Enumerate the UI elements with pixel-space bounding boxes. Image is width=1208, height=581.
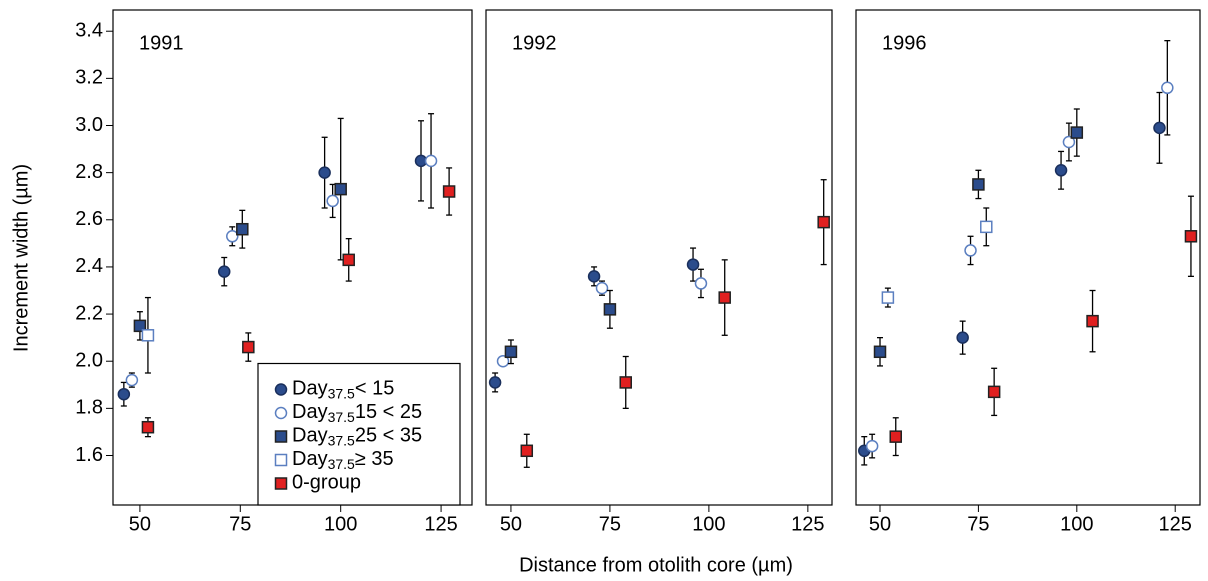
data-point [334,182,347,196]
data-point [504,345,518,359]
legend-text-part: 37.5 [328,432,355,448]
data-point [873,345,887,359]
data-point [603,303,617,316]
legend-text-part: Day [292,378,328,400]
legend-text-part: 15 < 25 [355,401,422,423]
data-point [718,291,731,304]
legend-text-part: 25 < 35 [355,425,422,447]
data-point [117,387,131,401]
x-tick-label: 50 [500,513,522,535]
data-point [217,265,231,278]
legend-marker [274,430,288,443]
legend-text-part: Day [292,401,328,423]
data-point [595,281,609,295]
legend-label: Day37.515 < 25 [292,401,422,424]
data-point [496,354,510,368]
data-point [889,430,903,443]
data-point [1153,121,1166,135]
x-tick-label: 100 [692,513,725,535]
y-tick-label: 1.6 [75,444,103,466]
x-axis-label: Distance from otolith core (µm) [519,554,793,576]
y-axis-label: Increment width (µm) [10,164,32,352]
legend-text-part: Day [292,448,328,470]
data-point [817,215,830,229]
data-point [424,154,438,168]
x-tick-label: 50 [869,513,891,535]
legend-marker [274,477,288,490]
y-tick-label: 2.8 [75,161,103,183]
y-tick-label: 2.4 [75,255,103,277]
x-tick-label: 50 [129,513,151,535]
data-point [342,253,355,267]
x-tick-label: 75 [967,513,989,535]
x-tick-label: 100 [1060,513,1093,535]
data-point [226,230,239,243]
data-point [236,222,249,236]
data-point [125,373,139,387]
x-tick-label: 125 [791,513,824,535]
data-point [442,185,456,198]
data-point [987,385,1001,399]
data-point [686,258,700,271]
x-tick-label: 75 [599,513,621,535]
y-tick-label: 3.4 [75,19,103,41]
data-point [865,439,879,453]
data-point [964,244,977,257]
panel-title: 1991 [139,32,184,54]
y-tick-label: 2.0 [75,349,103,371]
data-point [587,270,601,283]
legend-text-part: 0-group [292,472,361,494]
x-tick-label: 100 [324,513,357,535]
legend-text-part: 37.5 [328,409,355,425]
data-point [318,166,331,179]
panel-title: 1996 [882,32,927,54]
data-point [488,376,502,389]
x-tick-label: 75 [229,513,251,535]
y-tick-label: 2.2 [75,302,103,324]
data-point [1184,230,1198,243]
data-point [141,329,155,342]
y-tick-label: 3.0 [75,114,103,136]
data-point [881,291,895,304]
data-point [520,444,534,458]
data-point [619,376,632,389]
data-point [242,340,255,354]
legend-label: Day37.5< 15 [292,378,394,401]
legend-label: 0-group [292,472,361,494]
legend-label: Day37.525 < 35 [292,425,422,448]
data-point [141,420,155,434]
x-tick-label: 125 [424,513,457,535]
data-point [1054,164,1068,177]
data-point [326,194,339,208]
legend-text-part: 37.5 [328,456,355,472]
legend-marker [274,383,288,396]
data-point [1062,135,1076,149]
x-tick-label: 125 [1159,513,1192,535]
panel-title: 1992 [512,32,557,54]
data-point [980,220,993,234]
plot-frame [855,9,1201,506]
legend-label: Day37.5≥ 35 [292,448,394,471]
legend-text-part: Day [292,425,328,447]
legend-marker [274,406,288,420]
plot-frame [485,9,833,506]
y-tick-label: 2.6 [75,208,103,230]
legend-marker [274,453,288,467]
data-point [972,178,985,191]
data-point [694,277,708,290]
legend-text-part: 37.5 [328,385,355,401]
data-point [1086,314,1099,328]
y-tick-label: 3.2 [75,67,103,89]
legend-box [257,362,461,506]
data-point [1070,126,1084,139]
data-point [133,319,147,333]
y-tick-label: 1.8 [75,397,103,419]
data-point [956,331,969,344]
data-point [1161,81,1174,95]
legend-text-part: < 15 [355,378,394,400]
legend-text-part: ≥ 35 [355,448,394,470]
